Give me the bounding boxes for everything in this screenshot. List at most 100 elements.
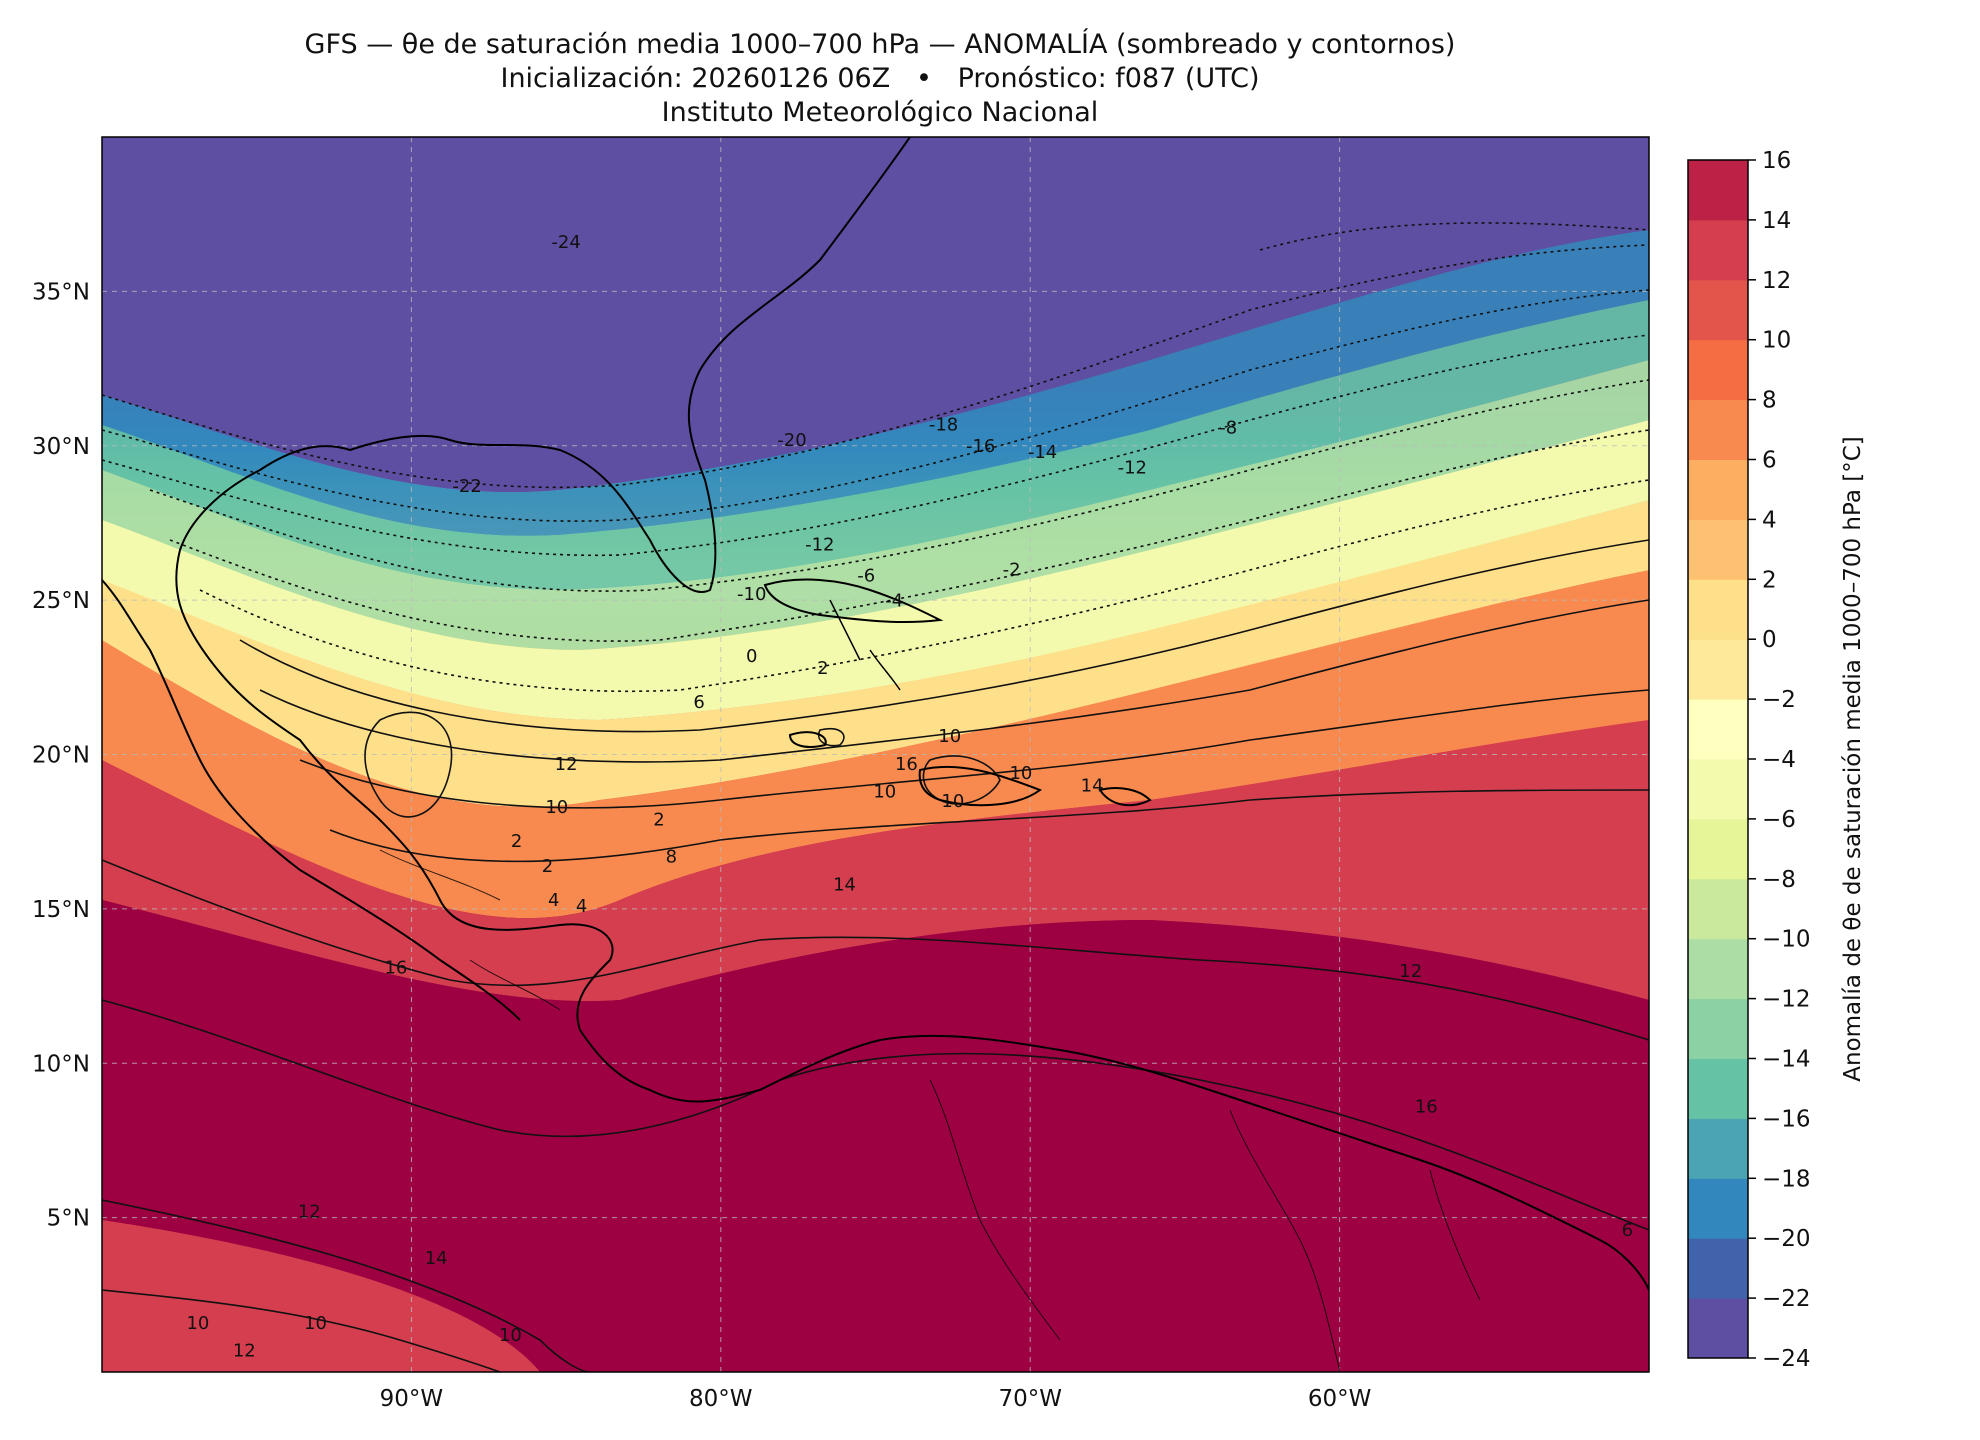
blue-band [102, 230, 1649, 536]
colorbar-tick-label: −6 [1762, 807, 1796, 833]
contour-label: -18 [929, 414, 958, 435]
colorbar-segment [1688, 878, 1748, 940]
colorbar-tick-label: 14 [1762, 208, 1791, 234]
lon-tick-label: 70°W [998, 1386, 1062, 1412]
colorbar-tick-label: −24 [1762, 1346, 1811, 1372]
colorbar-tick-label: 10 [1762, 328, 1791, 354]
colorbar-segment [1688, 399, 1748, 460]
map-frame [101, 136, 1650, 1373]
colorbar-tick-label: 6 [1762, 448, 1777, 474]
contour-label: 10 [545, 797, 568, 818]
contour-label: -14 [1028, 442, 1057, 463]
colorbar: −24−22−20−18−16−14−12−10−8−6−4−202468101… [1687, 148, 1866, 1372]
lon-tick-label: 60°W [1308, 1386, 1372, 1412]
contour-label: 12 [1399, 961, 1422, 982]
contour-label: 2 [817, 658, 828, 679]
contour-label: 10 [938, 726, 961, 747]
colorbar-segment [1688, 1118, 1748, 1179]
contour-label: -12 [805, 535, 834, 556]
colorbar-segment [1688, 998, 1748, 1059]
contour-label: 2 [511, 831, 522, 852]
darkred-band [102, 900, 1649, 1372]
yellow-band [102, 420, 1649, 720]
contour-label: 2 [542, 856, 553, 877]
colorbar-segment [1688, 459, 1748, 520]
colorbar-segment [1688, 1058, 1748, 1119]
red-band [102, 720, 1649, 1002]
contour-label: 16 [1415, 1097, 1438, 1118]
colorbar-segment [1688, 759, 1748, 820]
contour-label: -6 [857, 566, 875, 587]
colorbar-segment [1688, 938, 1748, 1000]
colorbar-segment [1688, 1238, 1748, 1299]
contour-label: 0 [746, 646, 757, 667]
contour-label: 8 [666, 847, 677, 868]
colorbar-tick-label: −12 [1762, 987, 1811, 1013]
contour-label: 12 [555, 754, 578, 775]
colorbar-segment [1688, 639, 1748, 700]
map-panel: -24-22-20-18-16 -14-12-12-10-8-6-4-202610… [102, 137, 1649, 1372]
contour-label: 4 [548, 890, 559, 911]
cold-band-northwest [102, 137, 1649, 493]
colorbar-tick-label: −16 [1762, 1106, 1811, 1132]
chart-title-block: GFS — θe de saturación media 1000–700 hP… [100, 28, 1660, 130]
colorbar-segment [1688, 1178, 1748, 1239]
colorbar-segment [1688, 818, 1748, 880]
colorbar-tick-label: 0 [1762, 627, 1777, 653]
colorbar-tick-label: −2 [1762, 687, 1796, 713]
contour-label: 10 [1009, 763, 1032, 784]
colorbar-tick-label: 4 [1762, 507, 1777, 533]
contour-label: -16 [966, 436, 995, 457]
colorbar-tick-label: −14 [1762, 1047, 1811, 1073]
colorbar-tick-label: 8 [1762, 388, 1777, 414]
lightorange-band [102, 500, 1649, 807]
colorbar-label: Anomalía de θe de saturación media 1000–… [1840, 436, 1866, 1081]
contour-label: 16 [895, 754, 918, 775]
colorbar-tick-label: 12 [1762, 268, 1791, 294]
contour-label: 2 [653, 810, 664, 831]
contour-label: -2 [1003, 559, 1021, 580]
contour-label: 14 [1081, 776, 1104, 797]
colorbar-tick-label: −20 [1762, 1226, 1811, 1252]
colorbar-tick-label: −18 [1762, 1166, 1811, 1192]
contour-label: 12 [233, 1341, 256, 1362]
lat-tick-label: 10°N [32, 1051, 90, 1077]
coastlines [102, 137, 1649, 1291]
country-borders [379, 849, 1481, 1372]
contour-label: -24 [551, 232, 580, 253]
contour-label: 10 [304, 1313, 327, 1334]
colorbar-segment [1688, 279, 1748, 341]
colorbar-segment [1688, 339, 1748, 401]
colorbar-segment [1688, 579, 1748, 640]
contour-label: 6 [1622, 1220, 1633, 1241]
colorbar-tick-label: 16 [1762, 148, 1791, 174]
colorbar-tick-label: −4 [1762, 747, 1796, 773]
contour-label: -22 [452, 476, 481, 497]
map-axes: 90°W 80°W 70°W 60°W35°N30°N25°N20°N15°N10°N… [32, 279, 1371, 1412]
lon-tick-label: 80°W [689, 1386, 753, 1412]
contour-labels: -24-22-20-18-16 -14-12-12-10-8-6-4-202610… [186, 232, 1633, 1361]
contour-label: -12 [1118, 458, 1147, 479]
contour-label: 10 [873, 782, 896, 803]
lat-tick-label: 5°N [47, 1206, 90, 1232]
contour-label: 14 [833, 874, 856, 895]
chart-subtitle-institute: Instituto Meteorológico Nacional [661, 97, 1099, 128]
lat-tick-label: 30°N [32, 434, 90, 460]
chart-title: GFS — θe de saturación media 1000–700 hP… [304, 29, 1456, 60]
colorbar-segment [1688, 699, 1748, 760]
lon-tick-label: 90°W [380, 1386, 444, 1412]
contour-label: 12 [298, 1202, 321, 1223]
contour-label: -8 [1219, 417, 1237, 438]
contour-label: -20 [777, 430, 806, 451]
contour-label: 14 [425, 1248, 448, 1269]
orange-band [102, 570, 1649, 919]
lat-tick-label: 20°N [32, 743, 90, 769]
contour-label: 6 [693, 692, 704, 713]
lat-tick-label: 15°N [32, 897, 90, 923]
contour-label: 4 [576, 896, 587, 917]
colorbar-tick-label: −22 [1762, 1286, 1811, 1312]
contour-label: -4 [885, 590, 903, 611]
contour-label: 10 [499, 1325, 522, 1346]
colorbar-segment [1688, 219, 1748, 281]
